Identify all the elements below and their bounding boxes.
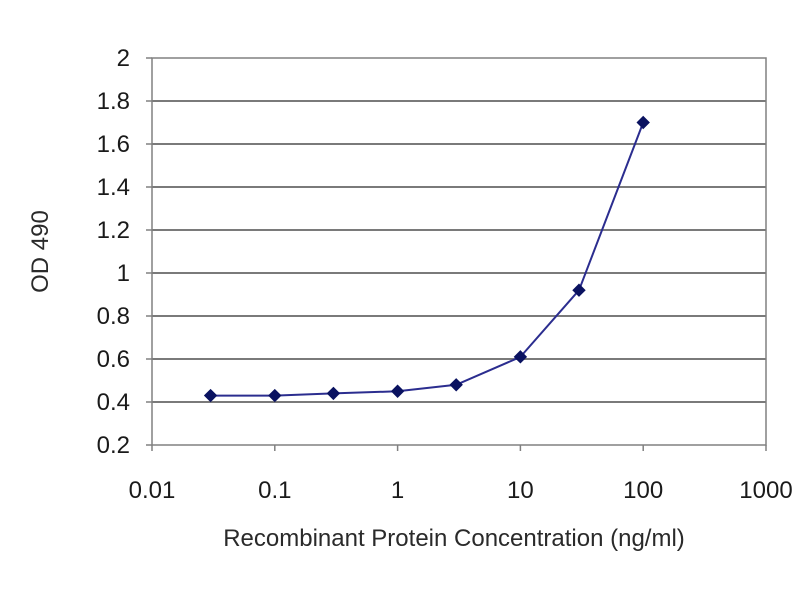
y-tick-label: 0.6 — [97, 346, 130, 373]
data-point — [326, 386, 341, 401]
x-tick-label: 0.01 — [129, 477, 176, 504]
data-point — [268, 388, 282, 403]
data-point — [449, 378, 463, 392]
gridlines — [152, 100, 766, 403]
data-point — [203, 388, 218, 403]
x-axis-label: Recombinant Protein Concentration (ng/ml… — [223, 525, 685, 552]
x-tick-label: 100 — [623, 477, 663, 504]
x-tick-label: 1 — [391, 477, 404, 504]
y-tick-label: 1.2 — [97, 217, 130, 244]
y-tick-label: 1 — [117, 260, 130, 287]
data-point — [390, 384, 405, 398]
y-axis-label: OD 490 — [27, 210, 54, 293]
series-layer — [203, 115, 650, 403]
y-tick-label: 1.6 — [97, 131, 130, 158]
x-axis-ticks: 0.01 0.1 1 10 100 1000 — [129, 445, 793, 504]
x-tick-label: 0.1 — [258, 477, 291, 504]
y-tick-label: 2 — [117, 45, 130, 72]
plot-area — [151, 57, 767, 446]
series-line — [210, 122, 645, 397]
data-point — [636, 115, 650, 130]
x-tick-label: 1000 — [739, 477, 792, 504]
y-tick-label: 0.8 — [97, 303, 130, 330]
data-point — [513, 350, 528, 364]
y-tick-label: 1.4 — [97, 174, 130, 201]
y-tick-label: 0.2 — [97, 432, 130, 459]
x-tick-label: 10 — [507, 477, 534, 504]
data-point — [572, 283, 586, 297]
y-tick-label: 0.4 — [97, 389, 130, 416]
y-axis-ticks: 0.2 0.4 0.6 0.8 1 1.2 1.4 1.6 1.8 2 — [97, 45, 152, 459]
y-tick-label: 1.8 — [97, 88, 130, 115]
